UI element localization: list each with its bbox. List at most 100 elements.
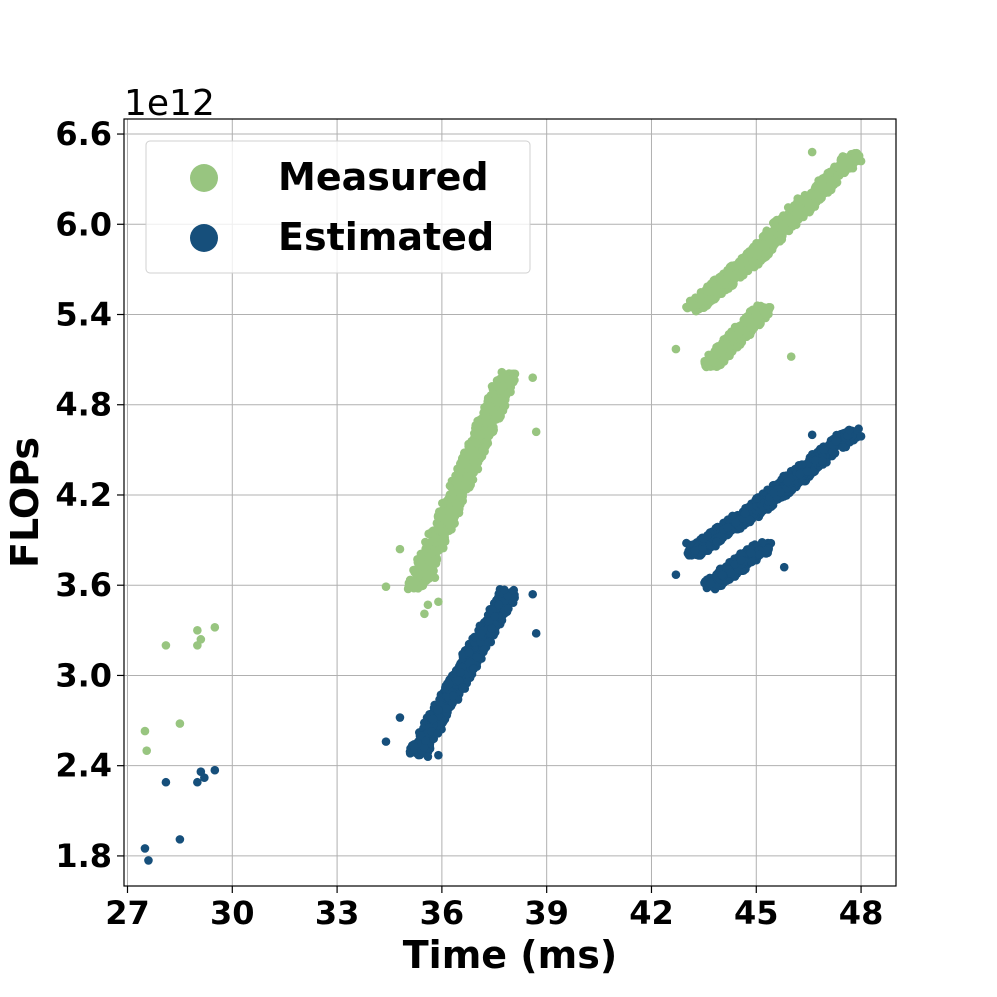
point-estimated bbox=[428, 714, 438, 724]
point-estimated bbox=[818, 456, 827, 466]
point-estimated bbox=[381, 737, 391, 746]
point-measured bbox=[473, 421, 482, 430]
legend: Measured Estimated bbox=[145, 140, 531, 274]
point-estimated bbox=[423, 752, 433, 761]
y-tick-label: 6.6 bbox=[55, 115, 112, 153]
point-estimated bbox=[747, 557, 757, 567]
point-measured bbox=[161, 641, 171, 650]
point-measured bbox=[726, 263, 735, 273]
point-estimated bbox=[726, 568, 736, 578]
point-measured bbox=[807, 147, 817, 157]
series-estimated bbox=[140, 424, 866, 865]
point-measured bbox=[730, 322, 740, 332]
point-estimated bbox=[500, 585, 509, 595]
y-tick-label: 5.4 bbox=[55, 296, 112, 334]
y-offset-label: 1e12 bbox=[124, 83, 215, 124]
point-estimated bbox=[783, 477, 793, 487]
point-measured bbox=[802, 205, 812, 215]
point-measured bbox=[841, 167, 850, 176]
point-measured bbox=[759, 231, 769, 241]
point-estimated bbox=[844, 425, 854, 435]
point-estimated bbox=[479, 645, 489, 654]
y-tick-label: 4.2 bbox=[55, 476, 112, 514]
point-measured bbox=[488, 406, 498, 416]
point-measured bbox=[682, 302, 691, 312]
point-measured bbox=[416, 558, 426, 567]
point-measured bbox=[810, 197, 820, 207]
point-measured bbox=[493, 396, 502, 406]
point-measured bbox=[786, 352, 796, 361]
point-measured bbox=[210, 623, 220, 632]
data-points bbox=[140, 147, 866, 865]
point-measured bbox=[482, 427, 492, 436]
point-estimated bbox=[487, 624, 496, 633]
y-tick-label: 3.0 bbox=[55, 656, 112, 694]
point-measured bbox=[428, 563, 437, 572]
point-measured bbox=[435, 525, 444, 534]
point-measured bbox=[721, 339, 731, 349]
point-measured bbox=[464, 464, 473, 473]
point-measured bbox=[175, 719, 185, 728]
point-measured bbox=[196, 635, 206, 644]
point-measured bbox=[770, 217, 779, 227]
point-measured bbox=[504, 375, 513, 384]
point-estimated bbox=[484, 617, 494, 626]
point-measured bbox=[737, 267, 747, 277]
point-estimated bbox=[144, 856, 153, 865]
point-measured bbox=[451, 503, 461, 513]
point-measured bbox=[531, 427, 541, 437]
point-measured bbox=[750, 250, 760, 259]
point-estimated bbox=[469, 664, 479, 674]
legend-marker-measured bbox=[190, 164, 218, 192]
x-tick-label: 33 bbox=[315, 894, 360, 932]
point-estimated bbox=[802, 467, 812, 476]
point-measured bbox=[856, 156, 866, 166]
point-estimated bbox=[807, 430, 817, 440]
point-measured bbox=[761, 308, 770, 318]
y-tick-label: 2.4 bbox=[55, 747, 112, 785]
point-estimated bbox=[731, 518, 741, 527]
point-measured bbox=[430, 573, 440, 582]
point-estimated bbox=[698, 543, 707, 553]
point-measured bbox=[814, 184, 824, 194]
point-measured bbox=[456, 466, 466, 475]
point-measured bbox=[714, 288, 724, 298]
point-measured bbox=[751, 309, 761, 318]
y-tick-label: 3.6 bbox=[55, 566, 112, 604]
axis-ticks: 27 30 33 36 39 42 45 481.82.43.03.64.24.85.46.0… bbox=[55, 115, 883, 932]
point-measured bbox=[440, 537, 450, 546]
point-measured bbox=[499, 381, 509, 391]
point-estimated bbox=[433, 728, 443, 738]
point-measured bbox=[799, 195, 808, 205]
point-estimated bbox=[444, 679, 454, 689]
point-measured bbox=[782, 226, 791, 235]
point-estimated bbox=[472, 652, 482, 662]
point-measured bbox=[758, 239, 768, 249]
point-measured bbox=[142, 746, 152, 755]
point-measured bbox=[420, 609, 429, 619]
point-estimated bbox=[746, 548, 756, 558]
point-estimated bbox=[504, 604, 513, 613]
point-measured bbox=[409, 583, 419, 593]
point-measured bbox=[472, 464, 481, 474]
x-tick-label: 39 bbox=[524, 894, 569, 932]
point-measured bbox=[453, 482, 463, 491]
y-axis-label: FLOPs bbox=[3, 437, 47, 568]
point-measured bbox=[493, 412, 503, 421]
point-estimated bbox=[752, 493, 761, 503]
point-measured bbox=[766, 234, 776, 243]
point-measured bbox=[476, 431, 485, 441]
point-estimated bbox=[828, 447, 837, 456]
point-estimated bbox=[433, 705, 443, 715]
point-estimated bbox=[200, 773, 209, 783]
point-estimated bbox=[811, 455, 820, 465]
point-measured bbox=[463, 470, 473, 480]
point-measured bbox=[423, 555, 433, 565]
point-estimated bbox=[682, 538, 691, 548]
point-estimated bbox=[464, 648, 474, 657]
point-measured bbox=[395, 544, 405, 554]
point-estimated bbox=[419, 743, 429, 752]
x-tick-label: 27 bbox=[105, 894, 150, 932]
point-estimated bbox=[740, 509, 750, 518]
point-estimated bbox=[728, 511, 737, 521]
